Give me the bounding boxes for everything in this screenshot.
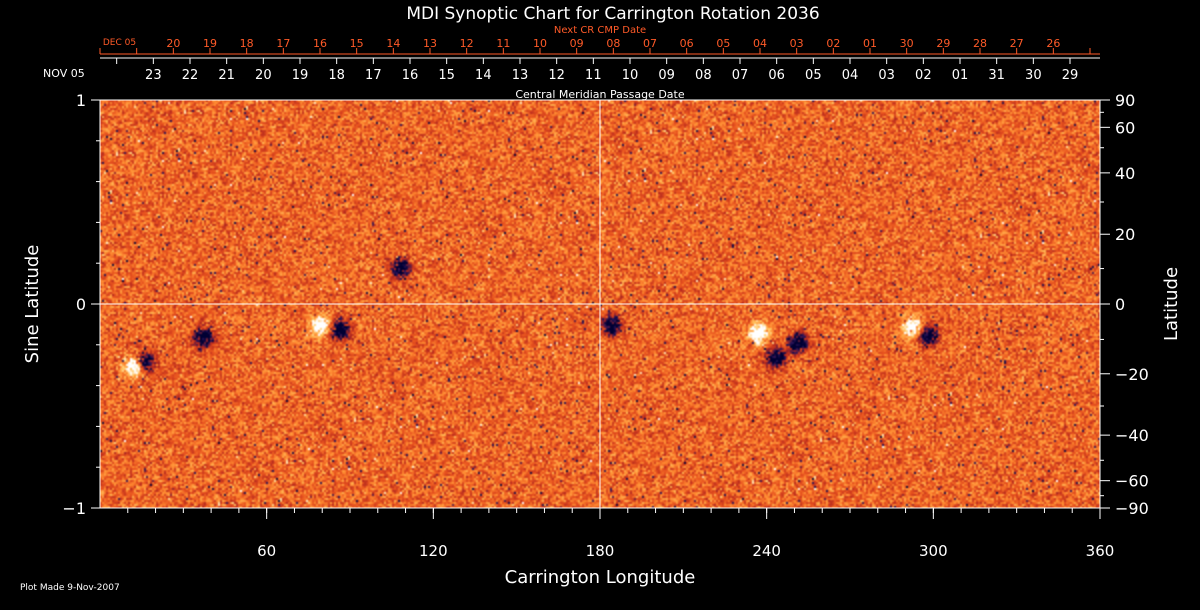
next-cr-axis-date-label: 14 (386, 37, 400, 50)
next-cr-axis-date-label: 26 (1046, 37, 1060, 50)
x-tick-label: 240 (752, 542, 781, 560)
x-axis-label: Carrington Longitude (505, 567, 696, 588)
y-right-tick-label: 40 (1115, 164, 1135, 183)
next-cr-axis-date-label: 11 (496, 37, 510, 50)
next-cr-axis-date-label: 18 (240, 37, 254, 50)
next-cr-axis-date-label: 01 (863, 37, 877, 50)
cmp-axis-date-label: 15 (438, 68, 455, 83)
next-cr-axis-date-label: 12 (460, 37, 474, 50)
cmp-axis-date-label: 08 (695, 68, 712, 83)
x-tick-label: 360 (1086, 542, 1115, 560)
x-tick-label: 120 (419, 542, 448, 560)
cmp-axis-date-label: 13 (512, 68, 529, 83)
y-left-tick-label: 1 (76, 91, 86, 110)
y-axis-left-label: Sine Latitude (22, 245, 43, 364)
y-axis-right: 90 60 40 20 0 −20 −40 −60 −90 (1100, 91, 1149, 518)
next-cr-axis-date-label: 30 (900, 37, 914, 50)
y-right-tick-label: −20 (1115, 365, 1149, 384)
next-cr-axis-date-label: 09 (570, 37, 584, 50)
cmp-axis-date-label: 18 (328, 68, 345, 83)
y-axis-right-label: Latitude (1161, 267, 1182, 341)
next-cr-axis-date-label: 03 (790, 37, 804, 50)
y-right-tick-label: 90 (1115, 91, 1135, 110)
y-right-tick-label: 0 (1115, 295, 1125, 314)
next-cr-axis-date-label: 28 (973, 37, 987, 50)
cmp-axis-date-label: 09 (658, 68, 675, 83)
cmp-axis-date-label: 19 (292, 68, 309, 83)
x-tick-label: 60 (257, 542, 276, 560)
chart-title: MDI Synoptic Chart for Carrington Rotati… (406, 4, 819, 24)
next-cr-axis-date-label: 20 (166, 37, 180, 50)
cmp-axis-date-label: 16 (402, 68, 419, 83)
x-tick-label: 180 (586, 542, 615, 560)
cmp-axis-date-label: 04 (842, 68, 859, 83)
next-cr-axis-date-label: 16 (313, 37, 327, 50)
cmp-date-axis: 23 22 21 20 19 18 17 16 15 14 13 12 11 10 09 08 07 06 05 04… (43, 57, 1100, 83)
cmp-axis-date-label: 02 (915, 68, 932, 83)
x-axis: 60 120 180 240 300 360 (127, 508, 1115, 560)
next-cr-axis-date-label: 13 (423, 37, 437, 50)
next-cr-axis-date-label: 27 (1010, 37, 1024, 50)
cmp-axis-date-label: 14 (475, 68, 492, 83)
next-cr-axis-date-label: 29 (936, 37, 950, 50)
y-left-tick-label: 0 (76, 295, 86, 314)
y-right-tick-label: 20 (1115, 225, 1135, 244)
next-cr-cmp-axis: 20 19 18 17 16 15 14 13 12 11 10 09 08 07 06 05 04 03 02 01… (99, 37, 1100, 55)
y-right-tick-label: −40 (1115, 426, 1149, 445)
next-cr-axis-date-label: 05 (716, 37, 730, 50)
cmp-axis-date-label: 31 (988, 68, 1005, 83)
next-cr-axis-date-label: 02 (826, 37, 840, 50)
cmp-axis-date-label: 10 (622, 68, 639, 83)
cmp-axis-date-label: 07 (732, 68, 749, 83)
y-axis-left: 1 0 −1 (62, 91, 100, 518)
cmp-axis-date-label: 12 (548, 68, 565, 83)
next-cr-axis-month-label: DEC 05 (103, 38, 136, 48)
cmp-axis-date-label: 20 (255, 68, 272, 83)
next-cr-axis-date-label: 10 (533, 37, 547, 50)
next-cr-axis-date-label: 07 (643, 37, 657, 50)
next-cr-axis-date-label: 08 (606, 37, 620, 50)
cmp-axis-date-label: 17 (365, 68, 382, 83)
cmp-axis-date-label: 06 (768, 68, 785, 83)
grid-lines (100, 100, 1100, 508)
x-tick-label: 300 (919, 542, 948, 560)
cmp-axis-date-label: 29 (1062, 68, 1079, 83)
cmp-axis-date-label: 11 (585, 68, 602, 83)
next-cr-axis-label: Next CR CMP Date (554, 25, 646, 36)
y-right-tick-label: −90 (1115, 499, 1149, 518)
cmp-axis-label: Central Meridian Passage Date (515, 88, 684, 101)
next-cr-axis-date-label: 19 (203, 37, 217, 50)
y-right-tick-label: 60 (1115, 118, 1135, 137)
plot-made-note: Plot Made 9-Nov-2007 (20, 583, 120, 593)
cmp-axis-date-label: 03 (878, 68, 895, 83)
cmp-axis-date-label: 21 (218, 68, 235, 83)
cmp-axis-date-label: 05 (805, 68, 822, 83)
y-left-tick-label: −1 (62, 499, 86, 518)
next-cr-axis-date-label: 17 (276, 37, 290, 50)
next-cr-axis-date-label: 15 (350, 37, 364, 50)
cmp-axis-month-label: NOV 05 (43, 67, 85, 80)
next-cr-axis-date-label: 04 (753, 37, 767, 50)
cmp-axis-date-label: 01 (952, 68, 969, 83)
y-right-tick-label: −60 (1115, 472, 1149, 491)
next-cr-axis-date-label: 06 (680, 37, 694, 50)
cmp-axis-date-label: 30 (1025, 68, 1042, 83)
cmp-axis-date-label: 22 (182, 68, 199, 83)
cmp-axis-date-label: 23 (145, 68, 162, 83)
